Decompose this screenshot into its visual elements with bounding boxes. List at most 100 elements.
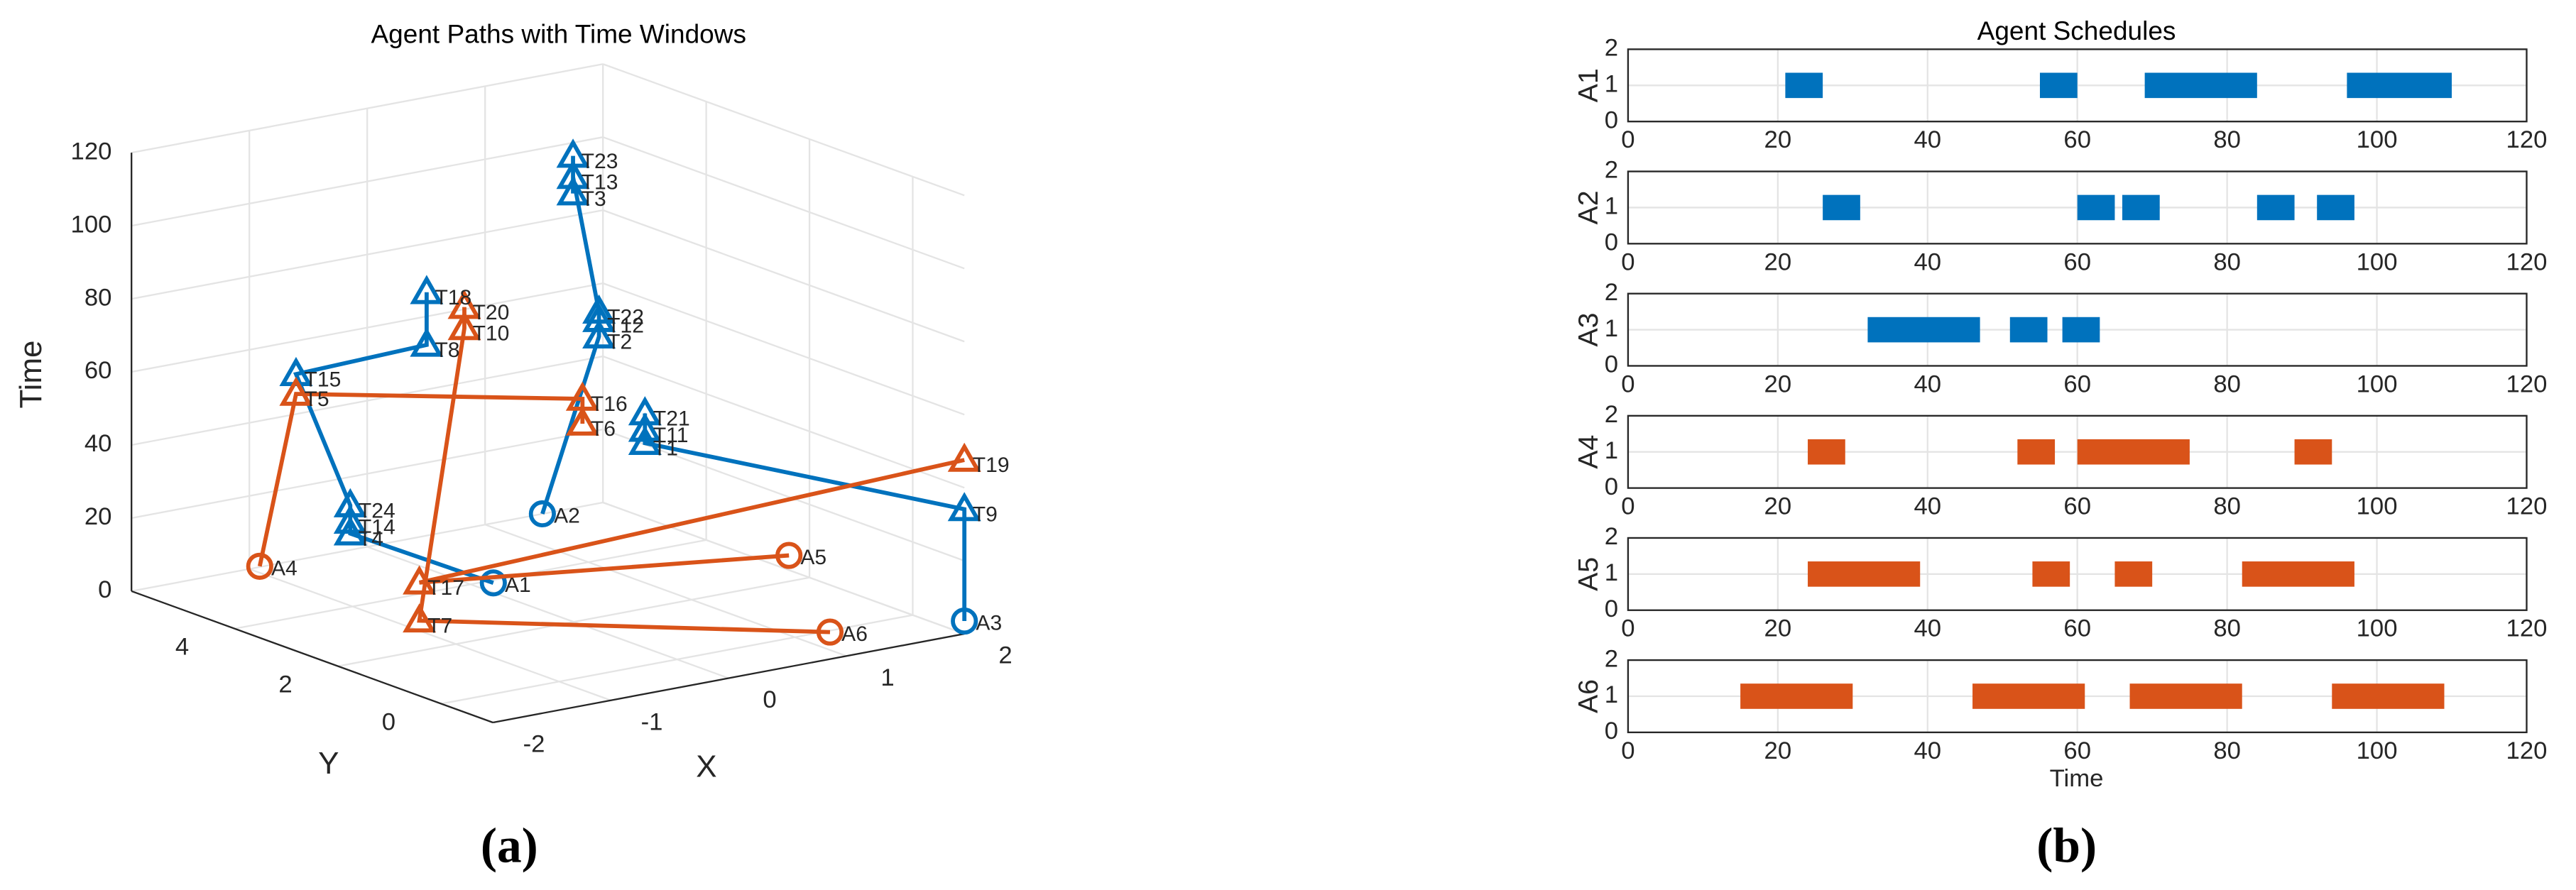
x-tick-label: 100 [2357,615,2398,642]
task-label: T6 [591,417,616,441]
schedule-bar [2347,72,2452,99]
grid-line [131,209,604,300]
task-label: T15 [305,368,342,391]
task-label: T22 [607,305,644,329]
y-axis [131,590,493,724]
y-tick-label: 1 [1605,437,1618,464]
x-tick-label: 80 [2213,126,2241,153]
x-tick-label: 20 [1764,126,1792,153]
agent-path [540,155,601,515]
y-tick-label: 1 [1605,193,1618,220]
x-tick-label: 0 [1621,126,1634,153]
x-tick-label: 80 [2213,615,2241,642]
schedule-bar [1823,194,1860,221]
x-tick-label: 80 [2213,370,2241,397]
y-tick-label: 0 [1605,351,1618,378]
x-tick-label: -1 [641,708,663,735]
task-marker [556,138,590,168]
x-tick-label: 60 [2063,126,2091,153]
grid-line [131,136,604,227]
task-label: T14 [359,515,395,539]
agent-label: A2 [554,505,580,528]
axes-box [1627,170,2528,245]
task-marker [947,442,981,472]
grid-line [602,428,965,562]
y-tick-label: 2 [1605,523,1618,550]
x-tick-label: 1 [880,664,894,691]
x-tick-label: 0 [1621,615,1634,642]
schedule-bar [2077,439,2190,465]
task-marker [565,406,599,436]
schedule-bar [2039,72,2078,99]
x-tick-label: 20 [1764,493,1792,520]
task-label: T5 [305,388,329,411]
task-marker [582,302,616,332]
grid-line [602,209,965,343]
y-tick-label: 1 [1605,559,1618,586]
row-label: A3 [1573,313,1604,347]
y-axis-label: Y [318,746,339,781]
agent-label: A3 [976,612,1002,635]
grid-line [602,355,965,489]
grid-line [602,501,965,635]
agent-marker [528,500,556,528]
schedule-bar [1785,72,1823,99]
panel-label: (a) [481,818,538,873]
row-label: A1 [1573,68,1604,102]
x-tick-label: 120 [2506,493,2548,520]
x-tick-label: 0 [1621,737,1634,764]
x-tick-label: 20 [1764,248,1792,275]
x-tick-label: 2 [998,642,1012,669]
agent-marker [816,618,844,646]
grid-line [131,282,604,373]
x-tick-label: 60 [2063,370,2091,397]
schedule-bar [1808,561,1921,587]
x-tick-label: 0 [763,686,776,713]
panel-label: (b) [2036,818,2097,873]
x-tick-label: 80 [2213,737,2241,764]
axes-box [1627,292,2528,367]
task-label: T19 [973,454,1010,477]
z-tick-label: 80 [84,284,112,311]
task-marker [279,376,313,406]
y-tick-label: 2 [1605,35,1618,62]
y-tick-label: 4 [175,634,189,661]
schedule-bar [2256,194,2295,221]
z-tick-label: 100 [71,211,112,238]
schedule-bar [2032,561,2070,587]
axes-box [1627,414,2528,489]
schedule-bar [1972,683,2085,709]
x-axis [492,632,965,724]
task-label: T16 [591,392,628,416]
grid-line [441,614,913,705]
y-tick-label: 1 [1605,315,1618,342]
x-tick-label: 120 [2506,370,2548,397]
x-tick-label: 40 [1914,126,1941,153]
z-tick-label: 20 [84,503,112,530]
task-label: T13 [582,171,618,194]
x-tick-label: 40 [1914,615,1941,642]
x-tick-label: 20 [1764,370,1792,397]
x-tick-label: 20 [1764,737,1792,764]
x-axis-label: Time [2050,765,2104,792]
schedule-bar [1808,439,1845,465]
agent-marker [775,542,803,569]
task-marker [447,311,481,341]
task-marker [556,160,590,189]
task-label: T23 [582,150,618,173]
x-tick-label: 60 [2063,248,2091,275]
task-label: T8 [435,339,459,362]
y-tick-label: 2 [1605,401,1618,428]
schedule-bar [1740,683,1853,709]
agent-path [418,458,965,585]
y-tick-label: 0 [1605,106,1618,133]
schedule-bar [2062,317,2100,343]
schedule-bar [2077,194,2115,221]
schedule-bar [2129,683,2242,709]
grid-line [131,501,604,593]
x-tick-label: 0 [1621,370,1634,397]
grid-line [602,136,965,270]
task-marker [410,275,444,304]
row-label: A2 [1573,190,1604,224]
agent-marker [479,569,507,597]
